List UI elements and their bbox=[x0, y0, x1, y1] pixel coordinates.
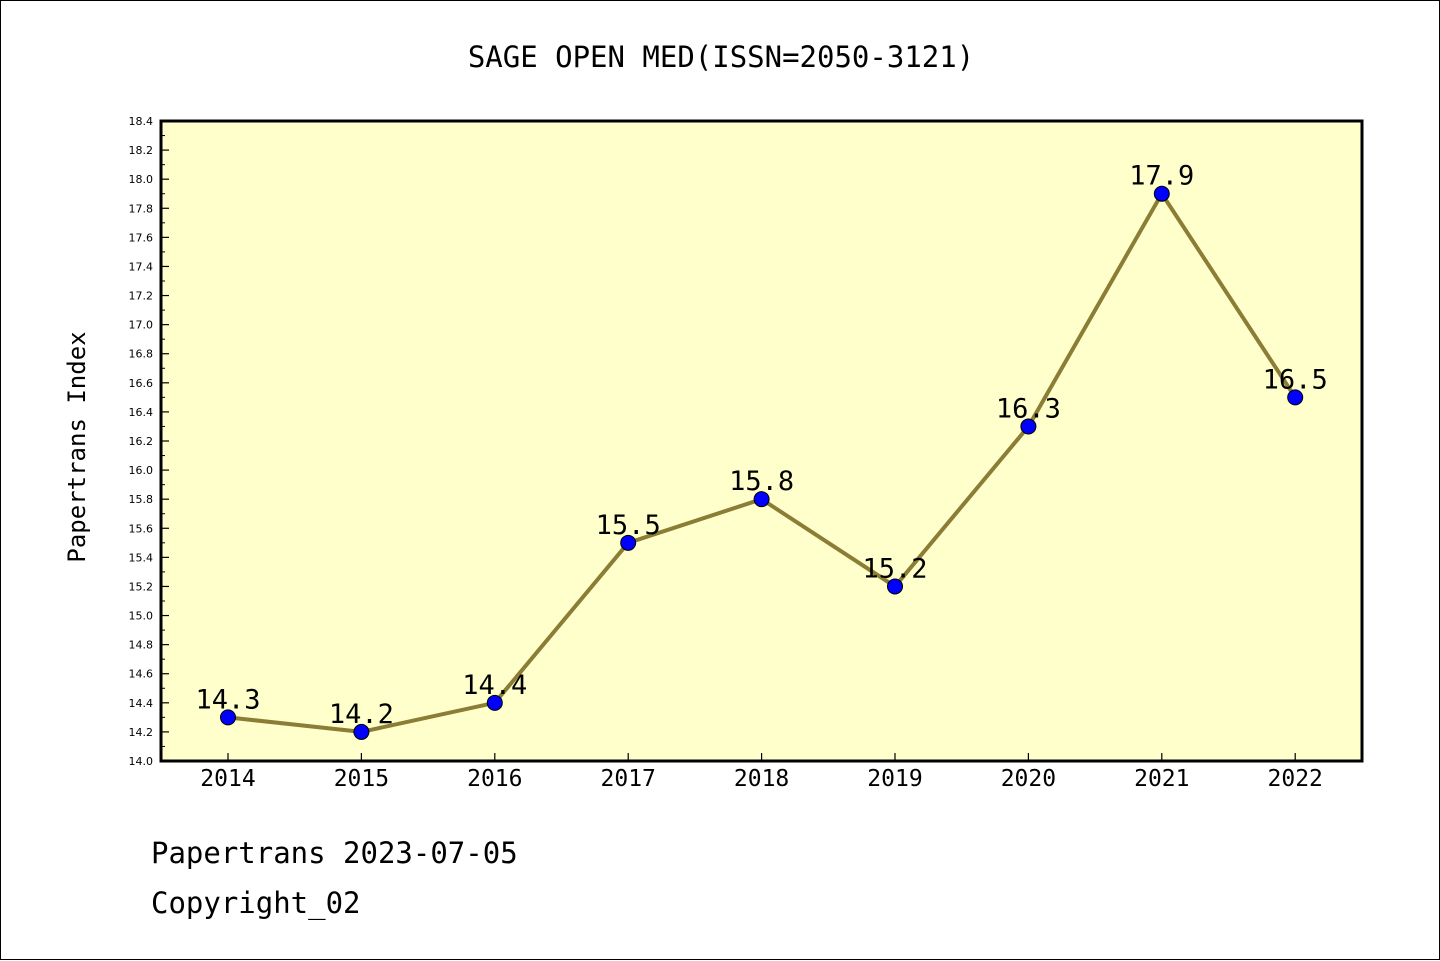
y-tick-label: 18.0 bbox=[129, 173, 154, 186]
y-tick-label: 14.2 bbox=[129, 726, 154, 739]
data-label: 15.5 bbox=[596, 510, 661, 541]
y-tick-label: 17.6 bbox=[129, 231, 154, 244]
y-tick-label: 18.4 bbox=[129, 115, 154, 128]
y-tick-label: 15.4 bbox=[129, 551, 154, 564]
x-tick-label: 2014 bbox=[200, 766, 255, 792]
y-tick-label: 14.8 bbox=[129, 639, 154, 652]
plot-area bbox=[159, 119, 1364, 763]
y-tick-label: 16.6 bbox=[129, 377, 154, 390]
footer-date-line: Papertrans 2023-07-05 bbox=[151, 836, 518, 870]
data-label: 17.9 bbox=[1129, 161, 1194, 192]
data-point bbox=[353, 723, 370, 740]
data-point bbox=[620, 534, 637, 551]
y-tick-label: 16.2 bbox=[129, 435, 154, 448]
data-point bbox=[1153, 185, 1170, 202]
x-axis: 2014 2015 2016 2017 2018 2019 2020 2021 2022 bbox=[200, 753, 1323, 792]
x-tick-label: 2015 bbox=[334, 766, 389, 792]
data-point bbox=[220, 709, 236, 726]
footer-copyright: Copyright_02 bbox=[151, 886, 361, 920]
data-label: 14.3 bbox=[195, 684, 260, 715]
y-tick-label: 14.0 bbox=[129, 755, 154, 768]
data-label: 16.3 bbox=[996, 393, 1061, 424]
data-label: 15.2 bbox=[862, 553, 927, 584]
y-tick-label: 15.2 bbox=[129, 580, 154, 593]
y-tick-label: 17.4 bbox=[129, 260, 154, 273]
data-label: 16.5 bbox=[1263, 364, 1328, 395]
y-tick-label: 17.0 bbox=[129, 319, 154, 332]
y-tick-label: 16.8 bbox=[129, 348, 154, 361]
data-point bbox=[753, 491, 770, 508]
data-label: 14.4 bbox=[462, 670, 527, 701]
y-tick-label: 17.2 bbox=[129, 290, 154, 303]
x-tick-label: 2018 bbox=[734, 766, 789, 792]
series-layer bbox=[220, 185, 1304, 740]
x-tick-label: 2017 bbox=[601, 766, 656, 792]
x-tick-label: 2021 bbox=[1134, 766, 1189, 792]
x-tick-label: 2016 bbox=[467, 766, 522, 792]
y-tick-label: 18.2 bbox=[129, 144, 154, 157]
y-axis-label: Papertrans Index bbox=[63, 331, 91, 562]
data-label: 15.8 bbox=[729, 466, 794, 497]
x-tick-label: 2020 bbox=[1001, 766, 1056, 792]
data-point bbox=[486, 694, 503, 711]
y-tick-label: 14.6 bbox=[129, 668, 154, 681]
data-labels: 14.3 14.2 14.4 15.5 15.8 15.2 16.3 17.9 16.5 bbox=[195, 161, 1327, 730]
data-point bbox=[887, 578, 903, 595]
y-tick-label: 14.4 bbox=[129, 697, 154, 710]
data-point bbox=[1287, 389, 1304, 406]
chart-title: SAGE OPEN MED(ISSN=2050-3121) bbox=[468, 40, 974, 74]
y-tick-label: 15.8 bbox=[129, 493, 154, 506]
y-tick-label: 15.6 bbox=[129, 522, 154, 535]
x-tick-label: 2019 bbox=[867, 766, 922, 792]
y-tick-label: 17.8 bbox=[129, 202, 154, 215]
y-axis: 14.0 14.2 14.4 14.6 14.8 15.0 15.2 15.4 15.6 15.8… bbox=[129, 115, 169, 768]
y-tick-label: 15.0 bbox=[129, 610, 154, 623]
data-point bbox=[1020, 418, 1037, 435]
data-label: 14.2 bbox=[329, 699, 394, 730]
y-tick-label: 16.0 bbox=[129, 464, 154, 477]
y-tick-label: 16.4 bbox=[129, 406, 154, 419]
x-tick-label: 2022 bbox=[1268, 766, 1323, 792]
